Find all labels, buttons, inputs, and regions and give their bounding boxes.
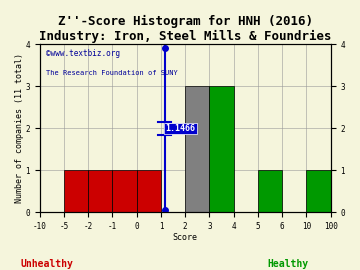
Bar [210,86,234,212]
Text: Unhealthy: Unhealthy [21,259,73,269]
Text: Healthy: Healthy [267,259,309,269]
X-axis label: Score: Score [173,232,198,241]
Text: The Research Foundation of SUNY: The Research Foundation of SUNY [46,70,177,76]
Bar [258,170,282,212]
Bar [137,170,161,212]
Text: 1.1466: 1.1466 [166,124,196,133]
Bar [306,170,330,212]
Bar [112,170,137,212]
Bar [88,170,112,212]
Y-axis label: Number of companies (11 total): Number of companies (11 total) [15,53,24,203]
Bar [185,86,210,212]
Title: Z''-Score Histogram for HNH (2016)
Industry: Iron, Steel Mills & Foundries: Z''-Score Histogram for HNH (2016) Indus… [39,15,332,43]
Text: ©www.textbiz.org: ©www.textbiz.org [46,49,120,58]
Bar [64,170,88,212]
